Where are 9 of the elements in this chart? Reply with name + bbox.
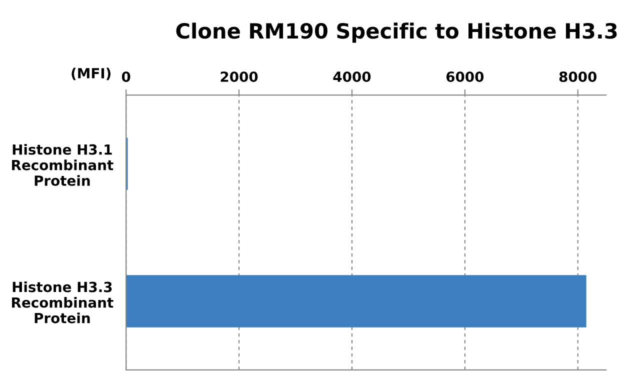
x-tick-label: 2000 <box>220 71 258 82</box>
chart-title: Clone RM190 Specific to Histone H3.3 <box>176 22 617 43</box>
y-tick-label: Histone H3.3 Recombinant Protein <box>12 281 114 324</box>
x-tick-label: 6000 <box>446 71 484 82</box>
x-tick-label: 8000 <box>559 71 597 82</box>
x-tick-label: 4000 <box>333 71 371 82</box>
x-axis-title: (MFI) <box>72 68 110 80</box>
y-tick-label: Histone H3.1 Recombinant Protein <box>12 144 114 186</box>
x-tick-label: 0 <box>122 71 130 82</box>
